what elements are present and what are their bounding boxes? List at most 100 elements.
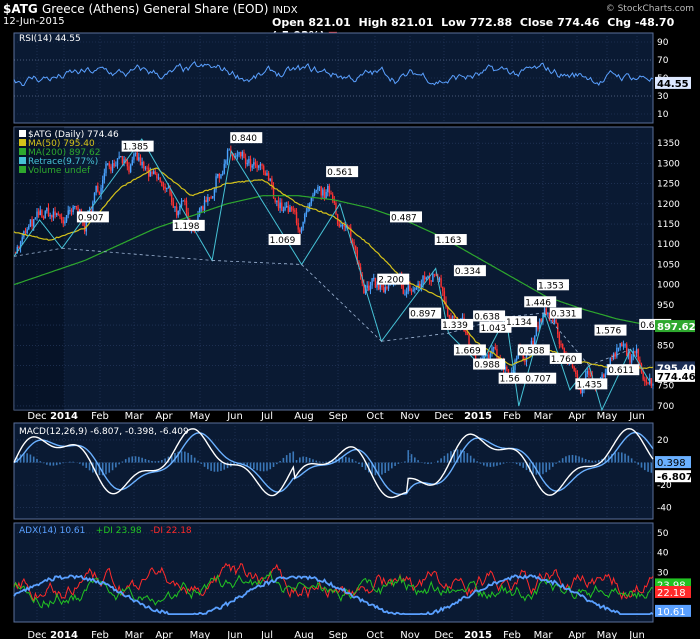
macd-hist-bar bbox=[463, 451, 465, 463]
adx-end-label: 22.18 bbox=[657, 588, 686, 599]
candle-body bbox=[333, 200, 336, 203]
retrace-label: 0.334 bbox=[455, 267, 481, 277]
retrace-label-box bbox=[473, 310, 506, 322]
macd-end-tag bbox=[655, 456, 691, 469]
high-value: 821.01 bbox=[391, 16, 434, 29]
candle-body bbox=[308, 203, 311, 208]
candle-body bbox=[244, 158, 247, 165]
macd-hist-bar bbox=[538, 462, 541, 475]
candle-body bbox=[172, 202, 175, 208]
x-axis-label-top: 2014 bbox=[50, 411, 78, 422]
macd-hist-bar bbox=[72, 461, 74, 463]
candle-body bbox=[287, 205, 290, 212]
macd-hist-bar bbox=[496, 462, 498, 466]
candle-body bbox=[136, 152, 138, 161]
candle-body bbox=[492, 347, 495, 349]
macd-hist-bar bbox=[614, 452, 617, 463]
macd-hist-bar bbox=[364, 462, 367, 470]
candle-body bbox=[384, 287, 386, 293]
macd-tick-label: 20 bbox=[657, 436, 669, 446]
candle-body bbox=[318, 186, 321, 188]
candle-body bbox=[581, 389, 584, 394]
price-end-label: 897.62 bbox=[657, 322, 696, 333]
macd-hist-bar bbox=[144, 458, 147, 463]
candle-body bbox=[21, 237, 23, 242]
exchange: INDX bbox=[272, 5, 298, 16]
macd-hist-bar bbox=[611, 453, 613, 463]
x-axis-label-bottom: 2015 bbox=[464, 630, 492, 639]
macd-hist-bar bbox=[430, 462, 433, 464]
candle-body bbox=[433, 274, 436, 276]
price-tick-label: 1050 bbox=[657, 260, 680, 270]
candle-body bbox=[39, 210, 41, 216]
retrace-label-box bbox=[76, 211, 109, 223]
rsi-tick-label: 70 bbox=[657, 56, 669, 66]
candle-body bbox=[36, 211, 38, 218]
price-tick-label: 950 bbox=[657, 301, 674, 311]
candle-body bbox=[548, 313, 551, 321]
macd-hist-bar bbox=[121, 461, 124, 463]
retrace-label-box bbox=[473, 358, 506, 370]
candle-body bbox=[496, 348, 498, 357]
candle-body bbox=[506, 366, 508, 370]
macd-hist-bar bbox=[545, 462, 548, 473]
macd-hist-bar bbox=[387, 462, 390, 471]
macd-hist-bar bbox=[289, 452, 291, 463]
candle-body bbox=[425, 277, 428, 280]
candle-body bbox=[231, 154, 234, 157]
candle-body bbox=[141, 162, 143, 166]
macd-hist-bar bbox=[532, 462, 534, 474]
macd-hist-bar bbox=[571, 454, 574, 463]
x-axis-label-bottom: Feb bbox=[91, 630, 109, 639]
candle-body bbox=[381, 285, 383, 288]
candle-body bbox=[491, 348, 493, 354]
candle-body bbox=[619, 343, 621, 348]
candle-body bbox=[368, 285, 370, 291]
candle-body bbox=[184, 200, 186, 202]
macd-hist-bar bbox=[551, 462, 554, 467]
x-axis-label-top: Dec bbox=[434, 411, 453, 422]
candle-body bbox=[129, 165, 132, 173]
macd-hist-bar bbox=[180, 451, 183, 463]
retrace-label: 0.638 bbox=[474, 312, 500, 322]
x-axis-label-top: Apr bbox=[568, 411, 586, 422]
x-axis-label-bottom: May bbox=[597, 630, 618, 639]
candle-body bbox=[351, 240, 354, 242]
candle-body bbox=[126, 159, 129, 167]
candle-body bbox=[144, 167, 147, 169]
macd-hist-bar bbox=[453, 449, 456, 463]
x-axis-label-top: Jun bbox=[226, 411, 243, 422]
candle-body bbox=[111, 163, 114, 171]
macd-hist-bar bbox=[187, 452, 189, 463]
candle-body bbox=[92, 202, 94, 214]
legend-swatch bbox=[19, 148, 26, 155]
retrace-label-box bbox=[536, 279, 569, 291]
retrace-label: 0.897 bbox=[410, 310, 436, 320]
macd-hist-bar bbox=[49, 462, 51, 466]
candle-body bbox=[143, 162, 145, 169]
candle-body bbox=[376, 284, 378, 288]
price-tick-label: 1100 bbox=[657, 240, 680, 250]
retrace-label: 1.339 bbox=[442, 321, 468, 331]
candle-body bbox=[422, 276, 424, 284]
macd-hist-bar bbox=[456, 449, 459, 463]
macd-hist-bar bbox=[643, 462, 646, 471]
candle-body bbox=[128, 166, 130, 173]
legend-swatch bbox=[19, 157, 26, 164]
macd-hist-bar bbox=[282, 457, 285, 463]
retrace-label: 2.200 bbox=[378, 276, 404, 286]
candle-body bbox=[42, 217, 45, 219]
retrace-label-box bbox=[434, 234, 467, 246]
candle-body bbox=[138, 157, 140, 161]
price-legend-item: MA(200) 897.62 bbox=[28, 148, 100, 158]
candle-body bbox=[504, 366, 506, 370]
retrace-label: 1.043 bbox=[480, 324, 506, 334]
adx-end-tag bbox=[655, 585, 691, 598]
candle-body bbox=[320, 186, 322, 196]
candle-body bbox=[60, 217, 63, 221]
retrace-label-box bbox=[377, 273, 410, 285]
macd-hist-bar bbox=[249, 462, 252, 468]
macd-hist-bar bbox=[637, 462, 640, 465]
macd-hist-bar bbox=[594, 460, 597, 463]
candle-body bbox=[64, 221, 66, 224]
